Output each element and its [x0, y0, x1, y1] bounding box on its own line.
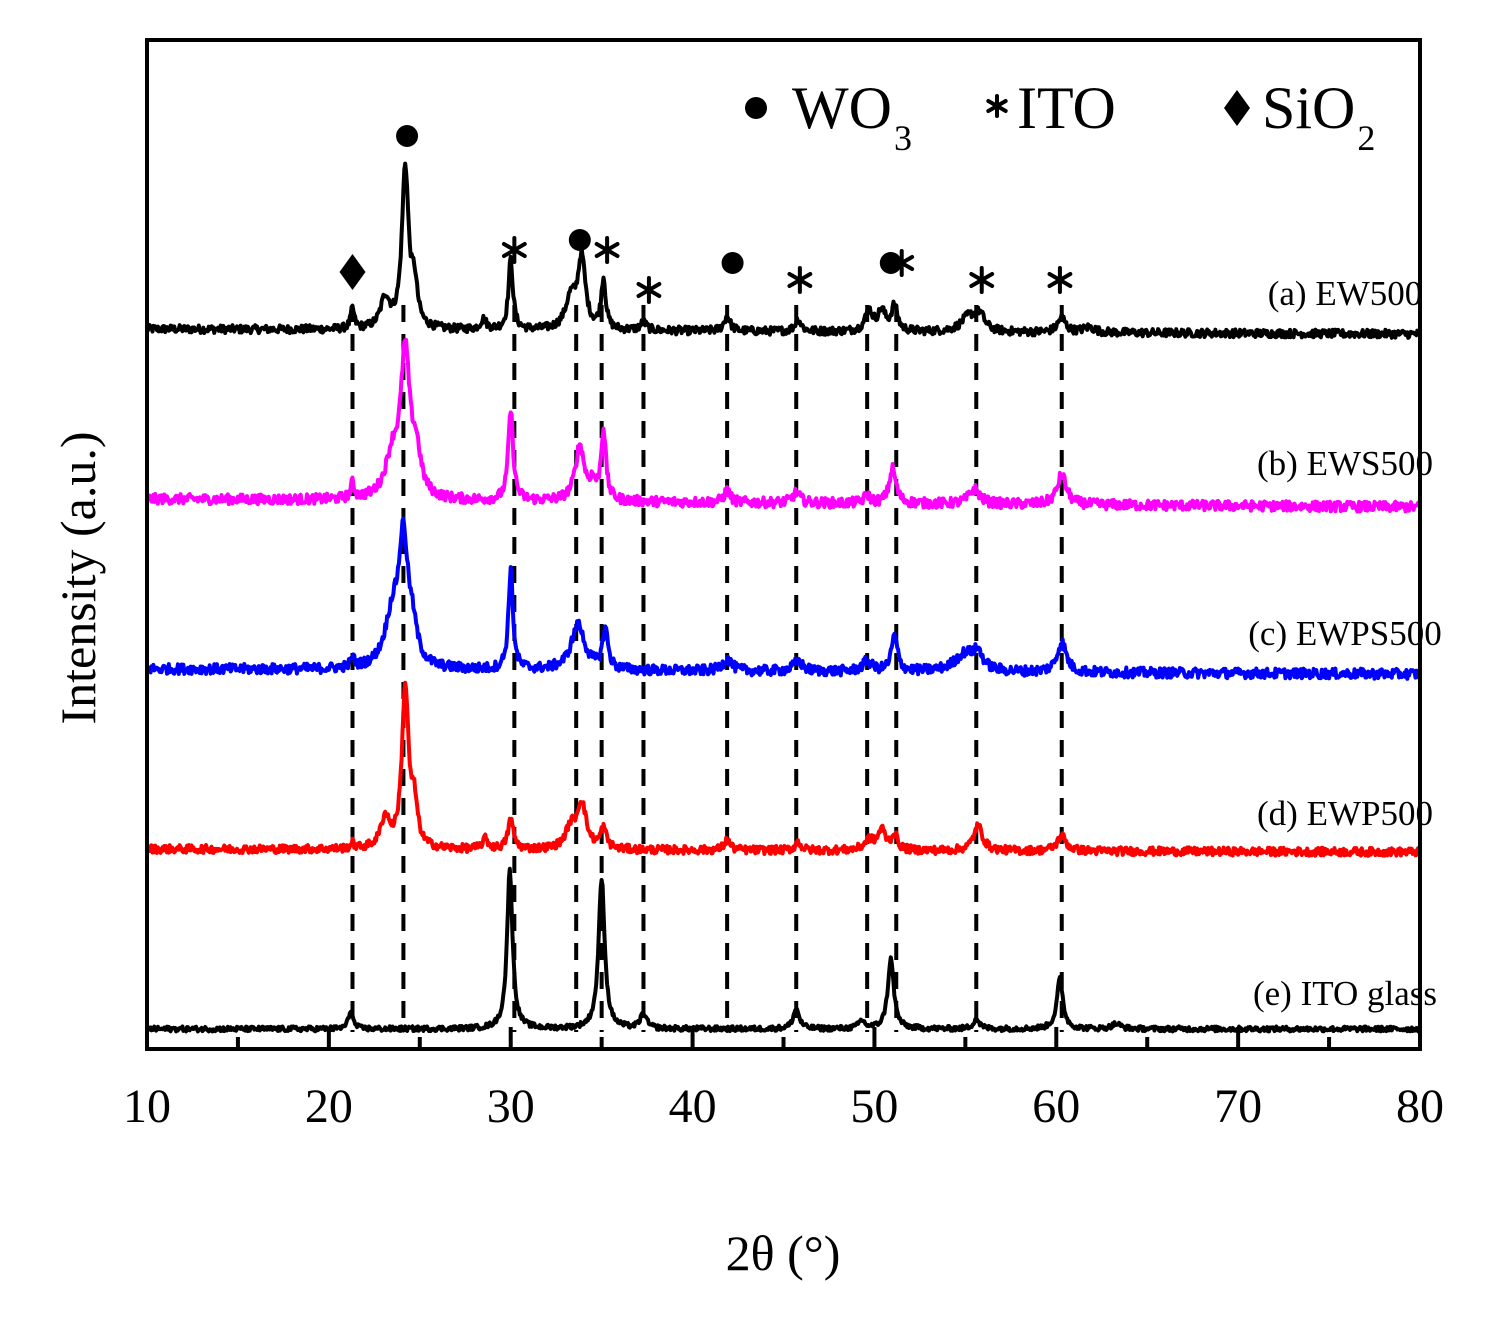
asterisk-stroke [986, 99, 1008, 113]
x-tick-label: 70 [1214, 1080, 1262, 1133]
reference-lines [350, 305, 1064, 1032]
marker-ito-10 [969, 266, 995, 294]
legend-diamond-icon [1224, 90, 1250, 126]
x-tick-label: 30 [487, 1080, 535, 1133]
marker-wo3-8 [879, 252, 902, 274]
x-tick-label: 60 [1032, 1080, 1080, 1133]
legend-entry-asterisk: ITO [986, 75, 1116, 141]
legend-circle-icon [745, 97, 767, 119]
series-line-3 [145, 680, 1422, 858]
asterisk-stroke [501, 242, 527, 258]
phase-markers [339, 125, 1073, 304]
marker-ito-4 [594, 236, 620, 264]
series-line-0 [145, 161, 1422, 340]
marker-ito-9 [889, 249, 915, 277]
marker-wo3-6 [721, 252, 744, 274]
asterisk-stroke [969, 272, 995, 288]
series-line-4 [145, 866, 1422, 1034]
legend-label: ITO [1017, 75, 1116, 141]
y-axis-label: Intensity (a.u.) [50, 432, 106, 725]
marker-wo3-3 [568, 229, 591, 251]
series-label-2: (c) EWPS500 [1248, 614, 1441, 653]
series-group [145, 161, 1422, 1034]
series-label-4: (e) ITO glass [1253, 974, 1437, 1013]
x-tick-label: 80 [1396, 1080, 1444, 1133]
marker-ito-2 [501, 236, 527, 264]
series-labels: (a) EW500 (b) EWS500 (c) EWPS500 (d) EWP500… [1248, 274, 1441, 1013]
series-label-1: (b) EWS500 [1257, 444, 1433, 483]
asterisk-stroke [636, 282, 662, 298]
asterisk-stroke [889, 255, 915, 271]
marker-ito-5 [636, 276, 662, 304]
x-axis-ticks: 10 20 30 40 50 60 70 80 [123, 1027, 1444, 1133]
asterisk-stroke [594, 242, 620, 258]
x-tick-label: 10 [123, 1080, 171, 1133]
marker-ito-7 [787, 266, 813, 294]
x-tick-label: 40 [669, 1080, 717, 1133]
asterisk-stroke [1047, 272, 1073, 288]
marker-sio2-0 [339, 254, 366, 290]
x-tick-label: 50 [850, 1080, 898, 1133]
marker-ito-11 [1047, 266, 1073, 294]
x-tick-label: 20 [305, 1080, 353, 1133]
series-line-2 [145, 516, 1422, 681]
series-label-0: (a) EW500 [1268, 274, 1423, 313]
series-label-3: (d) EWP500 [1257, 794, 1433, 833]
asterisk-stroke [787, 272, 813, 288]
marker-wo3-1 [396, 125, 419, 147]
series-line-1 [145, 338, 1422, 514]
legend-asterisk-icon [986, 94, 1008, 118]
x-axis-label: 2θ (°) [726, 1225, 841, 1281]
